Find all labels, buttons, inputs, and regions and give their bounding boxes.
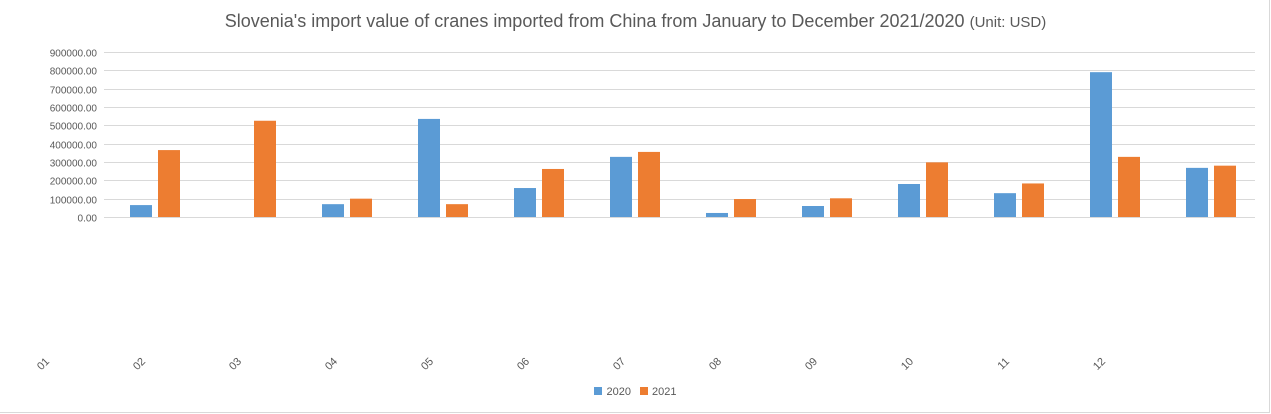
- bar-2020-07: [706, 212, 728, 217]
- y-tick-label: 900000.00: [50, 49, 98, 60]
- x-tick-label: 04: [323, 356, 340, 373]
- legend-swatch-2021: [640, 387, 649, 395]
- legend-item-2021: 2021: [640, 386, 677, 398]
- legend-swatch-2020: [594, 387, 603, 395]
- bar-2021-07: [734, 199, 756, 217]
- legend-item-2020: 2020: [594, 386, 631, 398]
- bar-2021-02: [254, 120, 276, 217]
- x-tick-label: 08: [707, 356, 724, 373]
- legend-label-2021: 2021: [652, 386, 677, 398]
- x-tick-label: 05: [419, 356, 436, 373]
- y-tick-label: 0.00: [78, 214, 98, 225]
- legend-label-2020: 2020: [606, 386, 631, 398]
- bar-2021-11: [1118, 156, 1140, 217]
- chart-title: Slovenia's import value of cranes import…: [0, 11, 1271, 32]
- bar-2020-12: [1186, 167, 1208, 217]
- y-tick-label: 200000.00: [50, 177, 98, 188]
- bar-2020-03: [322, 204, 344, 217]
- chart-legend: 2020 2021: [0, 386, 1271, 398]
- bar-2021-06: [638, 151, 660, 217]
- x-tick-label: 03: [227, 356, 244, 373]
- x-tick-label: 09: [803, 356, 820, 373]
- y-tick-label: 800000.00: [50, 67, 98, 78]
- x-tick-label: 02: [131, 356, 148, 373]
- bar-2021-08: [830, 198, 852, 217]
- bar-2020-09: [898, 184, 920, 217]
- bar-2021-10: [1022, 183, 1044, 217]
- bar-2021-03: [350, 198, 372, 217]
- bar-2021-09: [926, 162, 948, 217]
- y-tick-label: 700000.00: [50, 86, 98, 97]
- y-tick-label: 400000.00: [50, 141, 98, 152]
- bar-2020-06: [610, 156, 632, 217]
- bar-2021-04: [446, 204, 468, 217]
- bar-2021-05: [542, 168, 564, 217]
- bar-2021-01: [158, 150, 180, 217]
- bar-2020-08: [802, 206, 824, 217]
- chart-title-text: Slovenia's import value of cranes import…: [224, 11, 965, 31]
- chart-title-unit: (Unit: USD): [969, 14, 1047, 31]
- x-tick-label: 12: [1091, 356, 1108, 373]
- bar-2020-01: [130, 205, 152, 217]
- y-tick-label: 600000.00: [50, 104, 98, 115]
- y-tick-label: 300000.00: [50, 159, 98, 170]
- bar-2020-10: [994, 193, 1016, 217]
- y-tick-label: 100000.00: [50, 196, 98, 207]
- bar-2021-12: [1214, 165, 1236, 217]
- bar-2020-11: [1090, 72, 1112, 218]
- x-tick-label: 07: [611, 356, 628, 373]
- x-tick-label: 01: [35, 356, 52, 373]
- y-tick-label: 500000.00: [50, 122, 98, 133]
- x-tick-label: 06: [515, 356, 532, 373]
- x-tick-label: 11: [996, 356, 1013, 373]
- bar-2020-05: [514, 188, 536, 217]
- bar-2020-04: [418, 118, 440, 217]
- x-tick-label: 10: [899, 356, 916, 373]
